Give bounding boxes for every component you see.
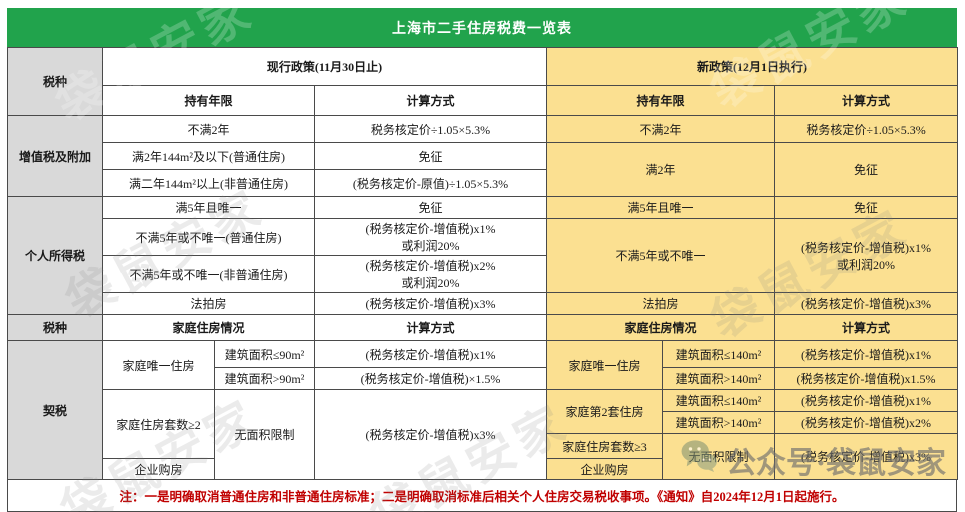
cur-calc-method-header: 计算方式 xyxy=(313,85,548,116)
vat-cur-1-calc: 免征 xyxy=(313,142,548,170)
it-cur-2-calc: (税务核定价-增值税)x2% 或利润20% xyxy=(313,255,548,293)
dt-new-unique-1-calc: (税务核定价-增值税)x1.5% xyxy=(774,367,959,390)
dt-new-multi-area: 无面积限制 xyxy=(662,433,776,480)
table-row: 不满5年或不唯一(普通住房) (税务核定价-增值税)x1% 或利润20% 不满5… xyxy=(8,218,959,293)
table-row: 家庭住房套数≥3 无面积限制 (税务核定价-增值税)x3% xyxy=(8,433,959,480)
vat-cur-2-calc: (税务核定价-原值)÷1.05×5.3% xyxy=(313,169,548,197)
it-cur-0-calc: 免征 xyxy=(313,196,548,219)
table-row: 持有年限 计算方式 持有年限 计算方式 xyxy=(8,85,959,116)
new-calc-method-header-2: 计算方式 xyxy=(774,314,959,341)
dt-new-second-0-calc: (税务核定价-增值税)x1% xyxy=(774,389,959,412)
table-row: 建筑面积>90m² (税务核定价-增值税)×1.5% 建筑面积>140m² (税… xyxy=(8,367,959,390)
vat-new-0-cond: 不满2年 xyxy=(546,115,776,143)
tax-table: 税种 现行政策(11月30日止) 新政策(12月1日执行) 持有年限 计算方式 … xyxy=(7,47,959,480)
dt-new-second-label: 家庭第2套住房 xyxy=(546,389,664,434)
it-new-0-cond: 满5年且唯一 xyxy=(546,196,776,219)
current-policy-header: 现行政策(11月30日止) xyxy=(101,47,548,86)
it-new-2-calc: (税务核定价-增值税)x3% xyxy=(774,292,959,315)
dt-cur-multi-area: 无面积限制 xyxy=(214,389,315,480)
dt-new-multi-label: 家庭住房套数≥3 xyxy=(546,433,664,459)
dt-cur-multi-calc: (税务核定价-增值税)x3% xyxy=(313,389,548,480)
dt-new-unique-0-calc: (税务核定价-增值税)x1% xyxy=(774,340,959,368)
it-cur-2-cond: 不满5年或不唯一(非普通住房) xyxy=(102,255,315,293)
dt-new-multi-calc: (税务核定价-增值税)x3% xyxy=(774,433,959,480)
table-row: 家庭住房套数≥2 无面积限制 (税务核定价-增值税)x3% 家庭第2套住房 建筑… xyxy=(8,389,959,480)
footnote: 注：一是明确取消普通住房和非普通住房标准；二是明确取消标准后相关个人住房交易税收… xyxy=(7,480,957,512)
tax-type-header-2: 税种 xyxy=(7,314,103,341)
vat-cur-0-cond: 不满2年 xyxy=(102,115,315,143)
it-new-1-calc: (税务核定价-增值税)x1% 或利润20% xyxy=(774,218,959,293)
table-row: 增值税及附加 不满2年 税务核定价÷1.05×5.3% 不满2年 税务核定价÷1… xyxy=(7,115,959,197)
vat-new-0-calc: 税务核定价÷1.05×5.3% xyxy=(774,115,959,143)
cur-holding-years-header: 持有年限 xyxy=(102,85,315,116)
cur-calc-method-header-2: 计算方式 xyxy=(313,314,548,341)
vat-cur-0-calc: 税务核定价÷1.05×5.3% xyxy=(313,115,548,143)
dt-cur-unique-0-calc: (税务核定价-增值税)x1% xyxy=(313,340,548,368)
it-new-0-calc: 免征 xyxy=(774,196,959,219)
dt-cur-multi-label: 家庭住房套数≥2 xyxy=(102,389,215,459)
it-cur-3-cond: 法拍房 xyxy=(102,292,315,315)
dt-new-second-0-area: 建筑面积≤140m² xyxy=(662,389,776,412)
table-row: 满2年144m²及以下(普通住房) 免征 满2年 免征 xyxy=(8,142,959,197)
table-row: 个人所得税 满5年且唯一 免征 满5年且唯一 免征 xyxy=(7,196,959,315)
dt-cur-company: 企业购房 xyxy=(102,458,215,480)
vat-cur-1-cond: 满2年144m²及以下(普通住房) xyxy=(102,142,315,170)
dt-cur-unique-0-area: 建筑面积≤90m² xyxy=(214,340,315,368)
page-title: 上海市二手住房税费一览表 xyxy=(392,21,572,37)
vat-new-1-calc: 免征 xyxy=(774,142,959,197)
it-cur-0-cond: 满5年且唯一 xyxy=(102,196,315,219)
income-tax-label: 个人所得税 xyxy=(7,196,103,315)
dt-new-second-1-calc: (税务核定价-增值税)x2% xyxy=(774,411,959,434)
dt-new-unique-0-area: 建筑面积≤140m² xyxy=(662,340,776,368)
table-row: 法拍房 (税务核定价-增值税)x3% 法拍房 (税务核定价-增值税)x3% xyxy=(8,292,959,315)
it-cur-1-calc: (税务核定价-增值税)x1% 或利润20% xyxy=(313,218,548,256)
dt-new-second-1-area: 建筑面积>140m² xyxy=(662,411,776,434)
vat-label: 增值税及附加 xyxy=(7,115,103,197)
corner-tax-type: 税种 xyxy=(7,47,103,116)
it-new-1-cond: 不满5年或不唯一 xyxy=(546,218,776,293)
dt-new-company: 企业购房 xyxy=(546,458,664,480)
table-row: 不满5年或不唯一(非普通住房) (税务核定价-增值税)x2% 或利润20% xyxy=(8,255,958,293)
vat-new-1-cond: 满2年 xyxy=(546,142,776,197)
table-row: 企业购房 企业购房 xyxy=(8,458,958,480)
table-row: 建筑面积>140m² (税务核定价-增值税)x2% xyxy=(8,411,959,434)
it-new-2-cond: 法拍房 xyxy=(546,292,776,315)
dt-new-unique-label: 家庭唯一住房 xyxy=(546,340,664,390)
dt-new-unique-1-area: 建筑面积>140m² xyxy=(662,367,776,390)
deed-tax-label: 契税 xyxy=(7,340,103,480)
title-bar: 上海市二手住房税费一览表 xyxy=(7,8,957,47)
new-calc-method-header: 计算方式 xyxy=(774,85,959,116)
cur-family-housing-header: 家庭住房情况 xyxy=(102,314,315,341)
table-sheet: 上海市二手住房税费一览表 税种 现行政策(11月30日止) 新政策(12月1日执… xyxy=(7,8,959,512)
footnote-text: 注：一是明确取消普通住房和非普通住房标准；二是明确取消标准后相关个人住房交易税收… xyxy=(119,490,845,504)
table-row: 税种 现行政策(11月30日止) 新政策(12月1日执行) xyxy=(7,47,959,116)
new-holding-years-header: 持有年限 xyxy=(546,85,776,116)
new-family-housing-header: 家庭住房情况 xyxy=(546,314,776,341)
dt-cur-unique-1-calc: (税务核定价-增值税)×1.5% xyxy=(313,367,548,390)
new-policy-header: 新政策(12月1日执行) xyxy=(546,47,959,86)
dt-cur-unique-label: 家庭唯一住房 xyxy=(102,340,215,390)
table-row: 满二年144m²以上(非普通住房) (税务核定价-原值)÷1.05×5.3% xyxy=(8,169,958,197)
table-row: 税种 家庭住房情况 计算方式 家庭住房情况 计算方式 xyxy=(7,314,959,341)
it-cur-1-cond: 不满5年或不唯一(普通住房) xyxy=(102,218,315,256)
dt-cur-unique-1-area: 建筑面积>90m² xyxy=(214,367,315,390)
it-cur-3-calc: (税务核定价-增值税)x3% xyxy=(313,292,548,315)
vat-cur-2-cond: 满二年144m²以上(非普通住房) xyxy=(102,169,315,197)
table-row: 契税 家庭唯一住房 建筑面积≤90m² (税务核定价-增值税)x1% 家庭唯一住… xyxy=(7,340,959,480)
